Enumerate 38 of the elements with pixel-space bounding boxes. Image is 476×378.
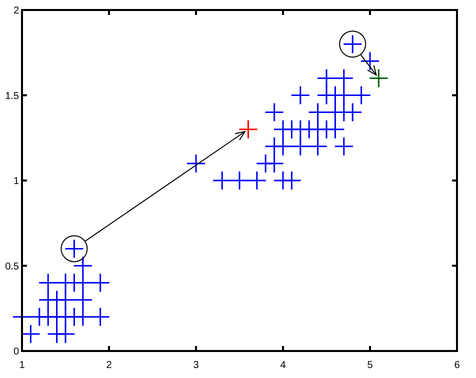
point	[56, 290, 76, 310]
point	[38, 273, 58, 293]
point	[334, 68, 354, 88]
point	[334, 136, 354, 156]
point	[212, 170, 232, 190]
point	[73, 290, 93, 310]
point	[186, 154, 206, 174]
x-tick-label: 5	[367, 360, 374, 371]
point	[247, 170, 267, 190]
x-tick-label: 4	[280, 360, 286, 371]
y-tick-label: 1.5	[5, 90, 20, 102]
point	[316, 68, 336, 88]
point	[273, 136, 293, 156]
point	[352, 86, 372, 105]
y-tick-label: 1	[13, 176, 20, 187]
point	[290, 136, 310, 156]
point	[368, 68, 388, 88]
point	[308, 136, 328, 156]
point	[308, 102, 328, 122]
point	[56, 324, 76, 344]
point	[90, 307, 110, 327]
point	[73, 256, 93, 276]
point	[238, 120, 258, 140]
point	[73, 307, 93, 327]
y-tick-label: 2	[13, 6, 20, 16]
point	[325, 120, 345, 140]
x-tick-label: 3	[193, 360, 200, 371]
y-tick-label: 0.5	[5, 261, 20, 272]
point	[290, 86, 310, 105]
y-tick-label: 0	[13, 346, 20, 358]
point	[360, 51, 380, 71]
x-tick-label: 2	[106, 360, 112, 371]
x-tick-label: 6	[454, 360, 460, 371]
point	[264, 102, 284, 122]
point	[90, 273, 110, 293]
point	[282, 170, 302, 190]
point	[264, 154, 284, 174]
point	[230, 170, 250, 190]
